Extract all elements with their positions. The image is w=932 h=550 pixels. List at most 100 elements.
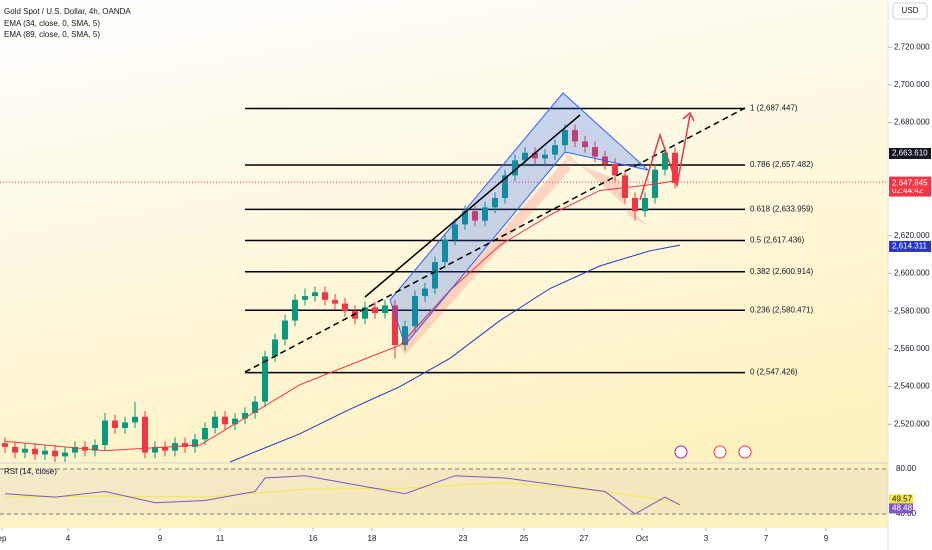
candle-body bbox=[62, 452, 68, 457]
trend-line bbox=[364, 114, 581, 298]
fib-label: 0.618 (2,633.959) bbox=[750, 205, 813, 214]
x-tick-label: 9 bbox=[158, 534, 163, 543]
candle-body bbox=[342, 303, 348, 312]
candle-body bbox=[282, 320, 288, 340]
y-tick-label: 2,700.000 bbox=[894, 80, 930, 89]
candle-body bbox=[272, 339, 278, 357]
candle-body bbox=[102, 420, 108, 446]
candle-body bbox=[492, 198, 498, 208]
price-axis-bg bbox=[888, 0, 932, 550]
event-icon[interactable] bbox=[713, 445, 727, 459]
candle-body bbox=[202, 428, 208, 440]
candle-body bbox=[542, 154, 548, 159]
candle-body bbox=[522, 152, 528, 161]
event-icon[interactable] bbox=[738, 445, 752, 459]
x-tick-label: 3 bbox=[704, 534, 709, 543]
currency: USD bbox=[902, 6, 919, 15]
candle-body bbox=[2, 443, 8, 447]
candle-body bbox=[582, 141, 588, 148]
fib-label: 0.5 (2,617.436) bbox=[750, 236, 805, 245]
candle-body bbox=[142, 416, 148, 453]
candle-body bbox=[152, 446, 158, 453]
rsi-tag-label: 48.48 bbox=[892, 504, 913, 513]
currency-box[interactable] bbox=[892, 2, 928, 20]
fib-label: 0.382 (2,600.914) bbox=[750, 267, 813, 276]
x-tick-label: 7 bbox=[764, 534, 769, 543]
candle-body bbox=[42, 450, 48, 455]
price-tag-label: 2,614.311 bbox=[892, 242, 928, 251]
candle-body bbox=[622, 175, 628, 198]
candle-body bbox=[182, 443, 188, 447]
indicator-legend: EMA (34, close, 0, SMA, 5) bbox=[4, 19, 100, 28]
x-tick-label: 23 bbox=[459, 534, 468, 543]
rsi-title: RSI (14, close) bbox=[4, 467, 57, 476]
candle-body bbox=[472, 211, 478, 221]
y-tick-label: 2,580.000 bbox=[894, 306, 930, 315]
rsi-tag bbox=[889, 494, 913, 505]
x-tick-label: 27 bbox=[580, 534, 589, 543]
candle-body bbox=[612, 164, 618, 176]
x-tick-label: 11 bbox=[216, 534, 225, 543]
y-tick-label: 2,600.000 bbox=[894, 269, 930, 278]
rsi-tag-label: 49.57 bbox=[892, 494, 913, 503]
arrow-head bbox=[682, 111, 695, 122]
x-tick-label: ep bbox=[0, 534, 7, 543]
candle-body bbox=[122, 422, 128, 429]
candle-body bbox=[92, 445, 98, 451]
fib-label: 1 (2,687.447) bbox=[750, 104, 798, 113]
candle-body bbox=[332, 299, 338, 304]
time-axis-bg bbox=[0, 528, 888, 550]
rsi-band bbox=[0, 468, 888, 514]
price-tag bbox=[889, 177, 931, 189]
fib-label: 0.236 (2,580.471) bbox=[750, 305, 813, 314]
candle-body bbox=[392, 305, 398, 346]
event-icon[interactable] bbox=[674, 445, 688, 459]
candle-body bbox=[672, 152, 678, 183]
y-tick-label: 2,520.000 bbox=[894, 419, 930, 428]
x-tick-label: 25 bbox=[520, 534, 529, 543]
candle-body bbox=[262, 356, 268, 402]
trend-line-dashed bbox=[244, 107, 746, 373]
fib-label: 0 (2,547.426) bbox=[750, 368, 798, 377]
candle-body bbox=[452, 224, 458, 240]
channel bbox=[389, 92, 650, 347]
fib-label: 0.786 (2,657.482) bbox=[750, 160, 813, 169]
candle-body bbox=[292, 299, 298, 321]
y-tick-label: 2,540.000 bbox=[894, 382, 930, 391]
price-tag bbox=[889, 240, 931, 252]
x-tick-label: Oct bbox=[636, 534, 649, 543]
candle-body bbox=[162, 446, 168, 451]
candle-body bbox=[52, 450, 58, 457]
candle-body bbox=[422, 288, 428, 297]
y-tick-label: 2,680.000 bbox=[894, 118, 930, 127]
candle-body bbox=[662, 152, 668, 170]
candle-body bbox=[242, 412, 248, 419]
candle-body bbox=[482, 207, 488, 221]
candle-body bbox=[72, 446, 78, 453]
projection bbox=[639, 114, 691, 201]
ema-line bbox=[229, 244, 681, 463]
candle-body bbox=[312, 292, 318, 297]
candle-body bbox=[432, 262, 438, 289]
y-tick-label: 2,720.000 bbox=[894, 42, 930, 51]
candle-body bbox=[402, 326, 408, 346]
rsi-tick-label: 40.00 bbox=[896, 509, 917, 518]
candle-body bbox=[532, 152, 538, 159]
candle-body bbox=[112, 420, 118, 429]
x-tick-label: 18 bbox=[368, 534, 377, 543]
rsi-line bbox=[4, 475, 681, 515]
rsi-tag bbox=[889, 503, 913, 514]
candle-body bbox=[232, 418, 238, 425]
candle-body bbox=[512, 160, 518, 176]
x-tick-label: 16 bbox=[309, 534, 318, 543]
rsi-ma bbox=[4, 481, 681, 504]
x-tick-label: 9 bbox=[824, 534, 829, 543]
candle-body bbox=[552, 145, 558, 155]
x-tick-label: 4 bbox=[66, 534, 71, 543]
price-tag-label: 2,647.845 bbox=[892, 178, 928, 187]
candle-body bbox=[372, 307, 378, 314]
candle-body bbox=[462, 211, 468, 225]
candle-body bbox=[562, 130, 568, 146]
candle-body bbox=[442, 239, 448, 263]
